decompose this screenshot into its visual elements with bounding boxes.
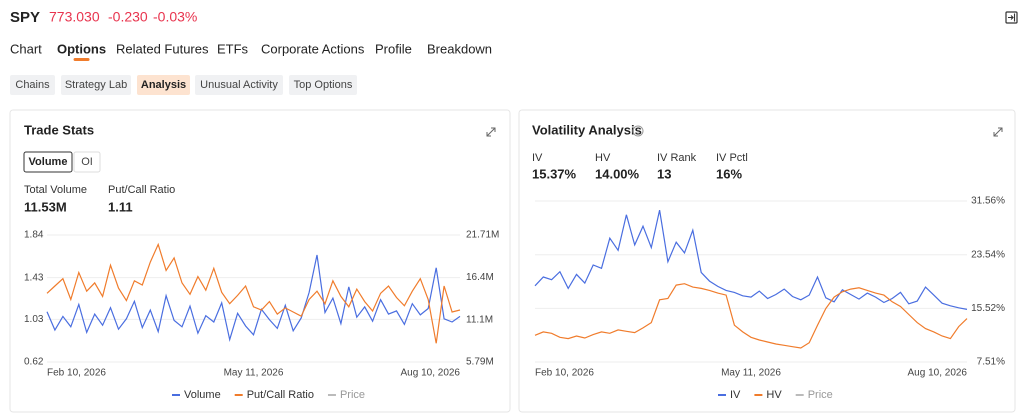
stat-label: IV Rank <box>657 152 697 164</box>
stat-label: Put/Call Ratio <box>108 184 175 196</box>
stat-label: IV Pctl <box>716 152 748 164</box>
tab[interactable]: Profile <box>375 41 412 56</box>
subtab[interactable] <box>289 75 357 95</box>
x-tick-label: Feb 10, 2026 <box>535 368 594 379</box>
toggle-label: Volume <box>29 156 68 168</box>
x-tick-label: Aug 10, 2026 <box>908 368 968 379</box>
y-tick-label: 1.84 <box>24 230 44 241</box>
stat-value: 1.11 <box>108 199 133 214</box>
collapse-icon[interactable] <box>1005 11 1018 24</box>
series-line <box>534 209 968 310</box>
price: 773.030 <box>49 9 100 25</box>
subtab-label: Chains <box>15 79 50 91</box>
y-tick-label: 1.43 <box>24 272 44 283</box>
y-tick-label: 31.56% <box>971 196 1005 207</box>
tab[interactable]: Chart <box>10 41 42 56</box>
y-tick-label: 15.52% <box>971 303 1005 314</box>
stat-value: 14.00% <box>595 166 640 181</box>
change: -0.230 <box>108 9 148 25</box>
tab-underline <box>73 58 90 61</box>
volatility-panel <box>518 109 1016 413</box>
change-pct: -0.03% <box>153 9 197 25</box>
y2-tick-label: 5.79M <box>466 357 494 368</box>
expand-icon[interactable] <box>993 127 1003 137</box>
subtab-label: Top Options <box>294 79 353 91</box>
panel-title: Volatility Analysis <box>532 122 642 137</box>
series-line <box>46 242 461 344</box>
toggle-active[interactable] <box>23 151 73 173</box>
stat-value: 15.37% <box>532 166 577 181</box>
tab[interactable]: ETFs <box>217 41 249 56</box>
stat-label: Total Volume <box>24 184 87 196</box>
y2-tick-label: 21.71M <box>466 230 499 241</box>
tab[interactable]: Related Futures <box>116 41 209 56</box>
legend-label[interactable]: Put/Call Ratio <box>247 389 314 401</box>
stat-value: 11.53M <box>24 199 67 214</box>
tab[interactable]: Breakdown <box>427 41 492 56</box>
legend-label[interactable]: Price <box>340 389 365 401</box>
panel-title: Trade Stats <box>24 122 94 137</box>
stat-value: 16% <box>716 166 742 181</box>
series-line <box>534 283 968 349</box>
legend-label[interactable]: Volume <box>184 389 221 401</box>
subtab[interactable] <box>10 75 55 95</box>
subtab-label: Analysis <box>141 79 186 91</box>
x-tick-label: Aug 10, 2026 <box>401 368 461 379</box>
tab[interactable]: Options <box>57 41 106 56</box>
subtab[interactable] <box>137 75 190 95</box>
y-tick-label: 1.03 <box>24 314 44 325</box>
symbol: SPY <box>10 9 40 26</box>
trade-stats-panel <box>9 109 511 413</box>
legend-label[interactable]: IV <box>730 389 741 401</box>
subtab[interactable] <box>195 75 283 95</box>
info-icon[interactable]: i <box>632 125 644 137</box>
subtab[interactable] <box>61 75 131 95</box>
x-tick-label: Feb 10, 2026 <box>47 368 106 379</box>
toggle-label: OI <box>81 156 93 168</box>
subtab-label: Unusual Activity <box>200 79 278 91</box>
stat-label: IV <box>532 152 543 164</box>
subtab-label: Strategy Lab <box>65 79 127 91</box>
y2-tick-label: 11.1M <box>466 314 493 325</box>
svg-text:i: i <box>637 127 639 136</box>
tab[interactable]: Corporate Actions <box>261 41 365 56</box>
x-tick-label: May 11, 2026 <box>721 368 781 379</box>
stat-value: 13 <box>657 166 671 181</box>
series-line <box>46 254 461 342</box>
expand-icon[interactable] <box>486 127 496 137</box>
legend-label[interactable]: HV <box>766 389 782 401</box>
x-tick-label: May 11, 2026 <box>224 368 284 379</box>
y-tick-label: 0.62 <box>24 357 44 368</box>
y2-tick-label: 16.4M <box>466 272 494 283</box>
y-tick-label: 23.54% <box>971 249 1005 260</box>
legend-label[interactable]: Price <box>808 389 833 401</box>
toggle[interactable] <box>73 151 101 173</box>
y-tick-label: 7.51% <box>977 357 1005 368</box>
stat-label: HV <box>595 152 611 164</box>
